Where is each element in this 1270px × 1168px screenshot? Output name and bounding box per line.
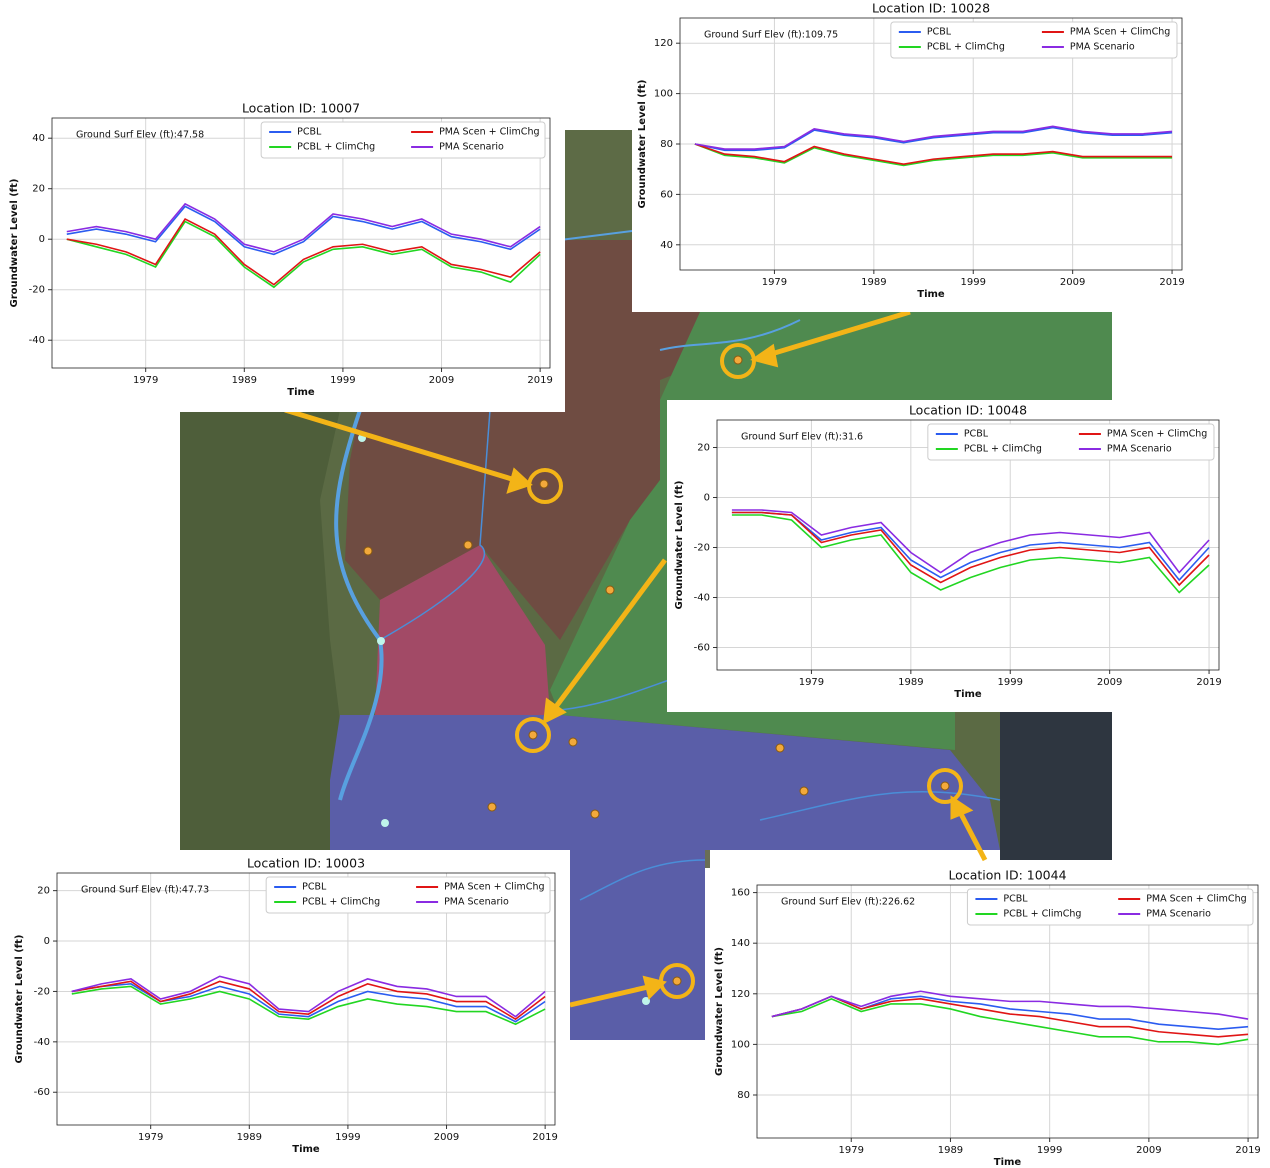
y-tick-label: -20	[694, 543, 710, 554]
x-tick-label: 2019	[1235, 1145, 1260, 1156]
x-tick-label: 1979	[839, 1145, 864, 1156]
y-tick-label: 60	[660, 189, 673, 200]
y-tick-label: -60	[34, 1087, 50, 1098]
legend-label: PCBL + ClimChg	[927, 42, 1005, 53]
x-tick-label: 1979	[133, 375, 158, 386]
annotation: Ground Surf Elev (ft):226.62	[781, 897, 915, 908]
y-tick-label: 80	[660, 139, 673, 150]
y-tick-label: 160	[731, 888, 750, 899]
y-tick-label: -40	[34, 1037, 50, 1048]
y-tick-label: 100	[654, 89, 673, 100]
x-tick-label: 1999	[1037, 1145, 1062, 1156]
legend-label: PCBL	[302, 882, 327, 893]
lake-area	[1000, 712, 1112, 860]
y-tick-label: 0	[44, 936, 50, 947]
annotation: Ground Surf Elev (ft):109.75	[704, 30, 838, 41]
x-tick-label: 2019	[527, 375, 552, 386]
y-axis-label: Groundwater Level (ft)	[637, 79, 648, 208]
legend-label: PMA Scenario	[1070, 42, 1135, 53]
chart-title: Location ID: 10003	[247, 856, 365, 871]
chart-title: Location ID: 10048	[909, 403, 1027, 418]
chart-panel: 1979 1989 1999 2009 2019 -60 -40 -20 0 20 Location…	[667, 400, 1222, 712]
legend-label: PMA Scen + ClimChg	[444, 882, 544, 893]
y-tick-label: 100	[731, 1039, 750, 1050]
y-tick-label: 40	[32, 133, 45, 144]
legend-label: PMA Scen + ClimChg	[1146, 894, 1246, 905]
y-tick-label: -20	[34, 986, 50, 997]
legend-label: PCBL + ClimChg	[297, 142, 375, 153]
x-tick-label: 1999	[335, 1132, 360, 1143]
y-axis-label: Groundwater Level (ft)	[714, 947, 725, 1076]
y-axis-label: Groundwater Level (ft)	[9, 178, 20, 307]
x-tick-label: 1979	[799, 677, 824, 688]
chart-title: Location ID: 10007	[242, 101, 360, 116]
x-tick-label: 2009	[434, 1132, 459, 1143]
x-tick-label: 1979	[138, 1132, 163, 1143]
x-tick-label: 1999	[961, 277, 986, 288]
legend-label: PCBL + ClimChg	[964, 444, 1042, 455]
x-tick-label: 2009	[1097, 677, 1122, 688]
x-tick-label: 1999	[330, 375, 355, 386]
x-axis-label: Time	[994, 1157, 1022, 1168]
x-tick-label: 1989	[232, 375, 257, 386]
chart-panel: 1979 1989 1999 2009 2019 -40 -20 0 20 40 Location …	[0, 100, 565, 412]
y-tick-label: -40	[29, 335, 45, 346]
x-axis-label: Time	[292, 1144, 320, 1155]
y-tick-label: -20	[29, 285, 45, 296]
x-tick-label: 1979	[762, 277, 787, 288]
y-tick-label: 120	[731, 989, 750, 1000]
y-tick-label: -60	[694, 643, 710, 654]
y-tick-label: 0	[39, 234, 45, 245]
y-tick-label: 40	[660, 240, 673, 251]
legend-label: PCBL + ClimChg	[302, 897, 380, 908]
legend-label: PMA Scen + ClimChg	[1107, 429, 1207, 440]
chart-title: Location ID: 10028	[872, 1, 990, 16]
legend-label: PMA Scen + ClimChg	[1070, 27, 1170, 38]
page: 1979 1989 1999 2009 2019 -40 -20 0 20 40 Location …	[0, 0, 1270, 1168]
x-axis-label: Time	[917, 289, 945, 300]
x-tick-label: 1989	[898, 677, 923, 688]
annotation: Ground Surf Elev (ft):47.58	[76, 130, 204, 141]
x-tick-label: 2009	[1136, 1145, 1161, 1156]
legend-label: PMA Scen + ClimChg	[439, 127, 539, 138]
y-tick-label: 0	[704, 493, 710, 504]
x-tick-label: 2019	[532, 1132, 557, 1143]
legend-label: PMA Scenario	[1107, 444, 1172, 455]
legend-label: PMA Scenario	[1146, 909, 1211, 920]
legend-label: PCBL	[297, 127, 322, 138]
x-tick-label: 1989	[938, 1145, 963, 1156]
y-tick-label: 20	[32, 184, 45, 195]
x-tick-label: 2019	[1196, 677, 1221, 688]
x-axis-label: Time	[287, 387, 315, 398]
chart-panel: 1979 1989 1999 2009 2019 80 100 120 140 160 Locati…	[705, 868, 1262, 1168]
y-tick-label: 20	[37, 886, 50, 897]
legend-label: PCBL	[964, 429, 989, 440]
x-tick-label: 2009	[429, 375, 454, 386]
annotation: Ground Surf Elev (ft):31.6	[741, 432, 863, 443]
annotation: Ground Surf Elev (ft):47.73	[81, 885, 209, 896]
x-tick-label: 1989	[861, 277, 886, 288]
legend-label: PCBL	[1003, 894, 1028, 905]
y-tick-label: 120	[654, 38, 673, 49]
x-tick-label: 1989	[237, 1132, 262, 1143]
farmland	[180, 410, 345, 850]
chart-panel: 1979 1989 1999 2009 2019 40 60 80 100 120 Location…	[632, 0, 1185, 312]
y-axis-label: Groundwater Level (ft)	[674, 480, 685, 609]
y-axis-label: Groundwater Level (ft)	[14, 934, 25, 1063]
y-tick-label: -40	[694, 593, 710, 604]
y-tick-label: 140	[731, 938, 750, 949]
x-axis-label: Time	[954, 689, 982, 700]
chart-title: Location ID: 10044	[948, 868, 1066, 883]
legend-label: PMA Scenario	[439, 142, 504, 153]
x-tick-label: 2009	[1060, 277, 1085, 288]
y-tick-label: 20	[697, 443, 710, 454]
chart-panel: 1979 1989 1999 2009 2019 -60 -40 -20 0 20 Location…	[0, 855, 570, 1165]
legend-label: PCBL	[927, 27, 952, 38]
x-tick-label: 2019	[1159, 277, 1184, 288]
x-tick-label: 1999	[998, 677, 1023, 688]
legend-label: PMA Scenario	[444, 897, 509, 908]
y-tick-label: 80	[737, 1090, 750, 1101]
legend-label: PCBL + ClimChg	[1003, 909, 1081, 920]
